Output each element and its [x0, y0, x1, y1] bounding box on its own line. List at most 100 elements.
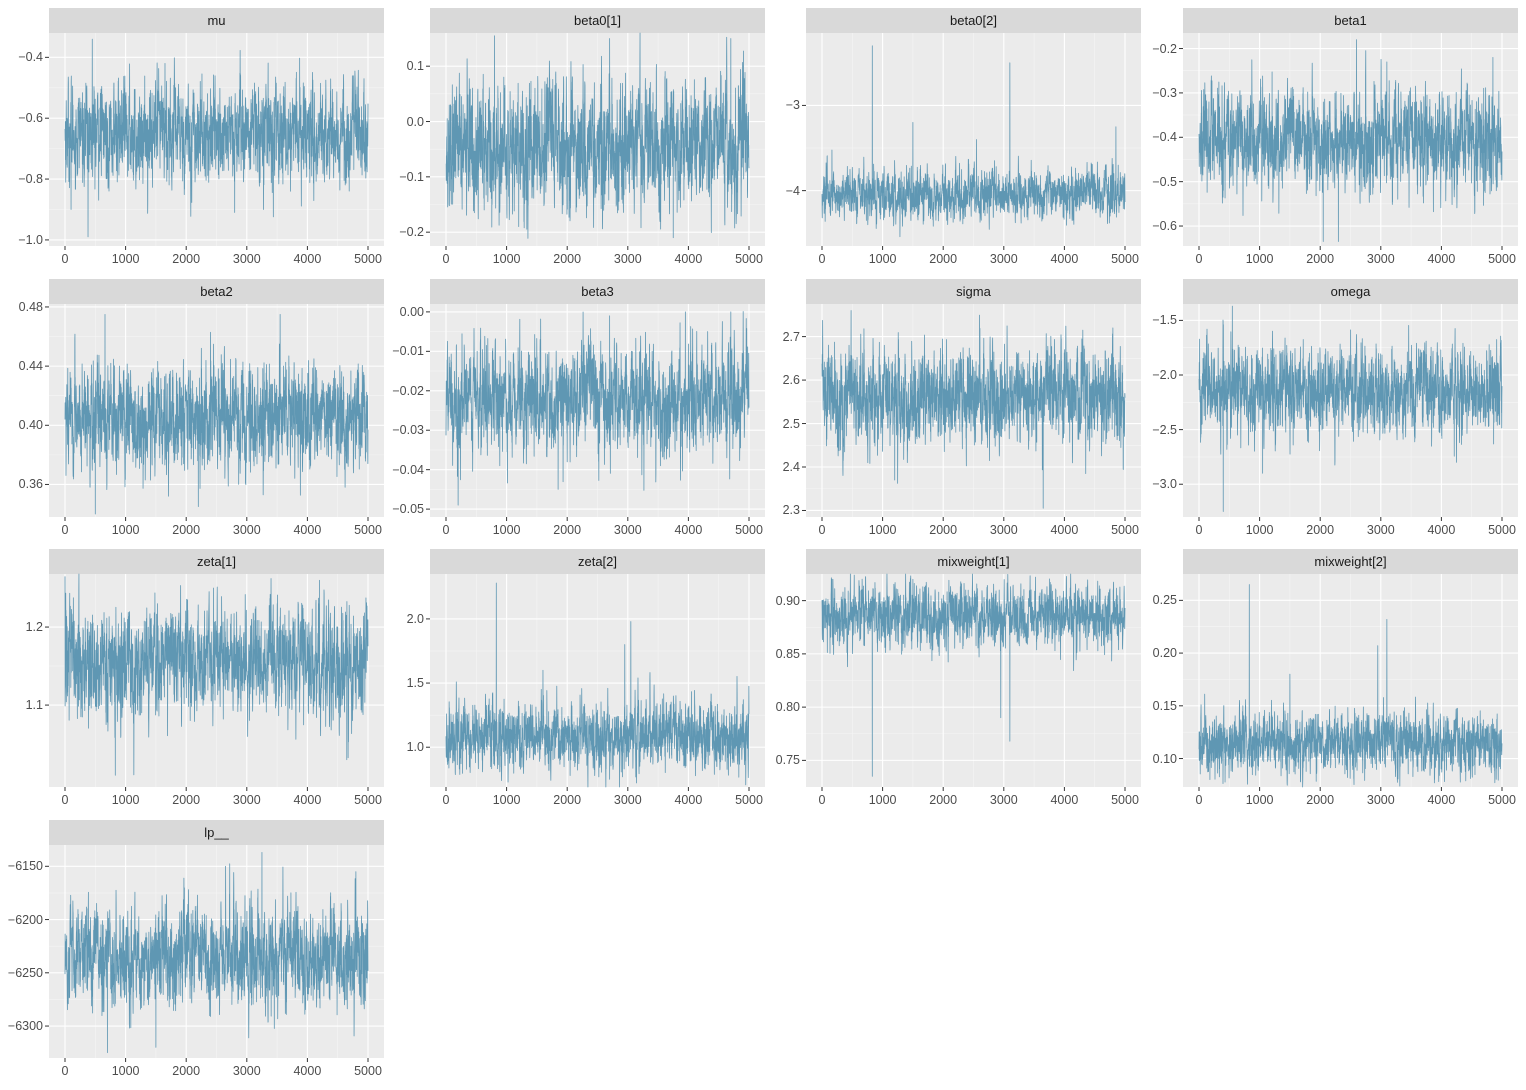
facet-panel-beta2: beta2 [45, 279, 384, 521]
x-tick-label: 1000 [1245, 523, 1274, 537]
y-tick-label: 0.44 [18, 359, 43, 374]
trace-line-zeta-1 [64, 573, 369, 776]
x-tick-label: 0 [61, 523, 69, 537]
y-tick-label: −0.5 [1152, 174, 1177, 189]
y-tick-label: 2.6 [782, 373, 800, 388]
trace-line-beta2 [64, 313, 369, 515]
x-tick-label: 4000 [1050, 523, 1079, 537]
facet-strip-label: sigma [806, 279, 1141, 304]
x-tick-label: 5000 [735, 252, 763, 266]
x-tick-label: 3000 [1366, 793, 1395, 807]
plot-area [45, 33, 384, 250]
x-tick-label: 1000 [868, 252, 897, 266]
y-tick-label: 0.75 [775, 753, 800, 768]
facet-panel-zeta-2: zeta[2] [426, 549, 765, 791]
x-tick-label: 5000 [354, 252, 382, 266]
plot-area [426, 304, 765, 521]
x-tick-label: 2000 [172, 793, 201, 807]
y-tick-label: −0.2 [1152, 41, 1177, 56]
y-tick-label: −0.01 [392, 344, 424, 359]
x-tick-label: 4000 [293, 252, 322, 266]
x-tick-label: 1000 [868, 793, 897, 807]
y-tick-label: 2.7 [782, 329, 800, 344]
y-tick-label: 0.48 [18, 299, 43, 314]
trace-line-lp [64, 852, 369, 1054]
x-tick-label: 2000 [553, 523, 582, 537]
x-tick-label: 1000 [492, 793, 521, 807]
y-tick-label: −2.5 [1152, 422, 1177, 437]
x-tick-label: 5000 [354, 523, 382, 537]
y-tick-label: 0.36 [18, 477, 43, 492]
x-tick-label: 3000 [989, 523, 1018, 537]
y-tick-label: 1.5 [406, 676, 424, 691]
y-tick-label: −6300 [7, 1019, 43, 1034]
x-tick-label: 3000 [989, 252, 1018, 266]
y-tick-label: −4 [785, 183, 800, 198]
y-tick-label: 1.0 [406, 740, 424, 755]
plot-area [802, 573, 1141, 791]
x-tick-label: 1000 [1245, 252, 1274, 266]
x-tick-label: 2000 [553, 793, 582, 807]
x-tick-label: 3000 [1366, 523, 1395, 537]
y-tick-label: 0.15 [1152, 698, 1177, 713]
x-tick-label: 3000 [613, 523, 642, 537]
y-tick-label: −6150 [7, 859, 43, 874]
x-tick-label: 1000 [1245, 793, 1274, 807]
y-tick-label: −0.05 [392, 502, 424, 517]
facet-strip-label: beta2 [49, 279, 384, 304]
x-tick-label: 5000 [1488, 523, 1516, 537]
x-tick-label: 2000 [1306, 252, 1335, 266]
x-tick-label: 2000 [929, 252, 958, 266]
plot-area [45, 304, 384, 521]
facet-panel-beta3: beta3 [426, 279, 765, 521]
x-tick-label: 5000 [1111, 793, 1139, 807]
facet-panel-mixweight-1: mixweight[1] [802, 549, 1141, 791]
x-tick-label: 2000 [172, 1064, 201, 1078]
facet-panel-sigma: sigma [802, 279, 1141, 521]
plot-area [1179, 33, 1518, 250]
x-tick-label: 0 [61, 252, 69, 266]
facet-panel-omega: omega [1179, 279, 1518, 521]
plot-area [802, 33, 1141, 250]
x-tick-label: 5000 [354, 1064, 382, 1078]
trace-line-mixweight-1 [821, 573, 1126, 777]
trace-line-beta0-2 [821, 45, 1126, 238]
x-tick-label: 2000 [1306, 523, 1335, 537]
x-tick-label: 3000 [232, 252, 261, 266]
x-tick-label: 4000 [293, 1064, 322, 1078]
x-tick-label: 3000 [613, 252, 642, 266]
x-tick-label: 4000 [1427, 793, 1456, 807]
x-tick-label: 2000 [1306, 793, 1335, 807]
trace-line-beta3 [445, 311, 750, 506]
x-tick-label: 3000 [613, 793, 642, 807]
facet-strip-label: omega [1183, 279, 1518, 304]
facet-strip-label: beta3 [430, 279, 765, 304]
trace-line-zeta-2 [445, 582, 750, 788]
x-tick-label: 2000 [929, 793, 958, 807]
x-tick-label: 2000 [929, 523, 958, 537]
x-tick-label: 0 [818, 252, 826, 266]
x-tick-label: 5000 [1111, 252, 1139, 266]
y-tick-label: 0.20 [1152, 646, 1177, 661]
y-tick-label: 1.1 [25, 698, 43, 713]
y-tick-label: −0.02 [392, 383, 424, 398]
y-tick-label: −0.3 [1152, 85, 1177, 100]
facet-panel-lp: lp__ [45, 820, 384, 1062]
x-tick-label: 4000 [293, 793, 322, 807]
trace-line-sigma [821, 310, 1126, 509]
trace-line-beta0-1 [445, 32, 750, 239]
facet-panel-beta0-1: beta0[1] [426, 8, 765, 250]
y-tick-label: −1.5 [1152, 313, 1177, 328]
x-tick-label: 1000 [111, 793, 140, 807]
x-tick-label: 3000 [232, 523, 261, 537]
plot-area [426, 32, 765, 250]
y-tick-label: 2.5 [782, 416, 800, 431]
trace-line-mixweight-2 [1198, 584, 1503, 788]
y-tick-label: −0.4 [1152, 130, 1177, 145]
facet-panel-beta0-2: beta0[2] [802, 8, 1141, 250]
x-tick-label: 5000 [735, 793, 763, 807]
x-tick-label: 4000 [1050, 793, 1079, 807]
x-tick-label: 1000 [111, 1064, 140, 1078]
x-tick-label: 1000 [492, 252, 521, 266]
